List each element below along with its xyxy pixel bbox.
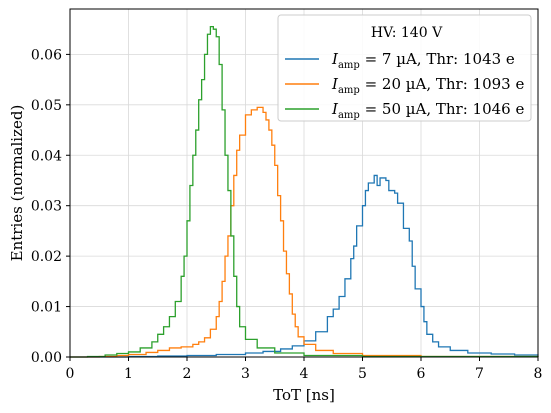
legend-label-2: Iamp = 20 µA, Thr: 1093 e [331,75,524,96]
series-line-1 [70,174,539,358]
y-tick-label: 0.01 [31,300,62,316]
y-tick-label: 0.04 [31,148,62,164]
x-tick-label: 6 [417,366,426,382]
legend-label-1: Iamp = 7 µA, Thr: 1043 e [331,50,515,71]
x-tick-label: 7 [475,366,484,382]
x-tick-label: 2 [183,366,192,382]
series-line-3 [70,26,539,358]
x-tick-label: 1 [124,366,133,382]
x-tick-label: 0 [66,366,75,382]
series-layer [70,26,539,358]
y-tick-label: 0.02 [31,249,62,265]
y-tick-label: 0.03 [31,199,62,215]
axis-ticks: 0 1 2 3 4 5 6 7 8 0.00 0.01 0.02 0.03 0.04 0.05 0.06 [31,47,543,382]
legend-label-3: Iamp = 50 µA, Thr: 1046 e [331,100,524,121]
x-tick-label: 3 [241,366,250,382]
x-tick-label: 8 [534,366,543,382]
x-tick-label: 4 [300,366,309,382]
y-tick-label: 0.06 [31,47,62,63]
y-tick-label: 0.00 [31,350,62,366]
legend: HV: 140 V Iamp = 7 µA, Thr: 1043 e Iamp = … [277,14,532,122]
series-line-2 [70,106,539,358]
x-axis-label: ToT [ns] [273,386,335,404]
y-tick-label: 0.05 [31,98,62,114]
legend-title: HV: 140 V [371,25,443,41]
x-tick-label: 5 [358,366,367,382]
y-axis-label: Entries (normalized) [8,105,26,262]
legend-box [277,14,532,122]
